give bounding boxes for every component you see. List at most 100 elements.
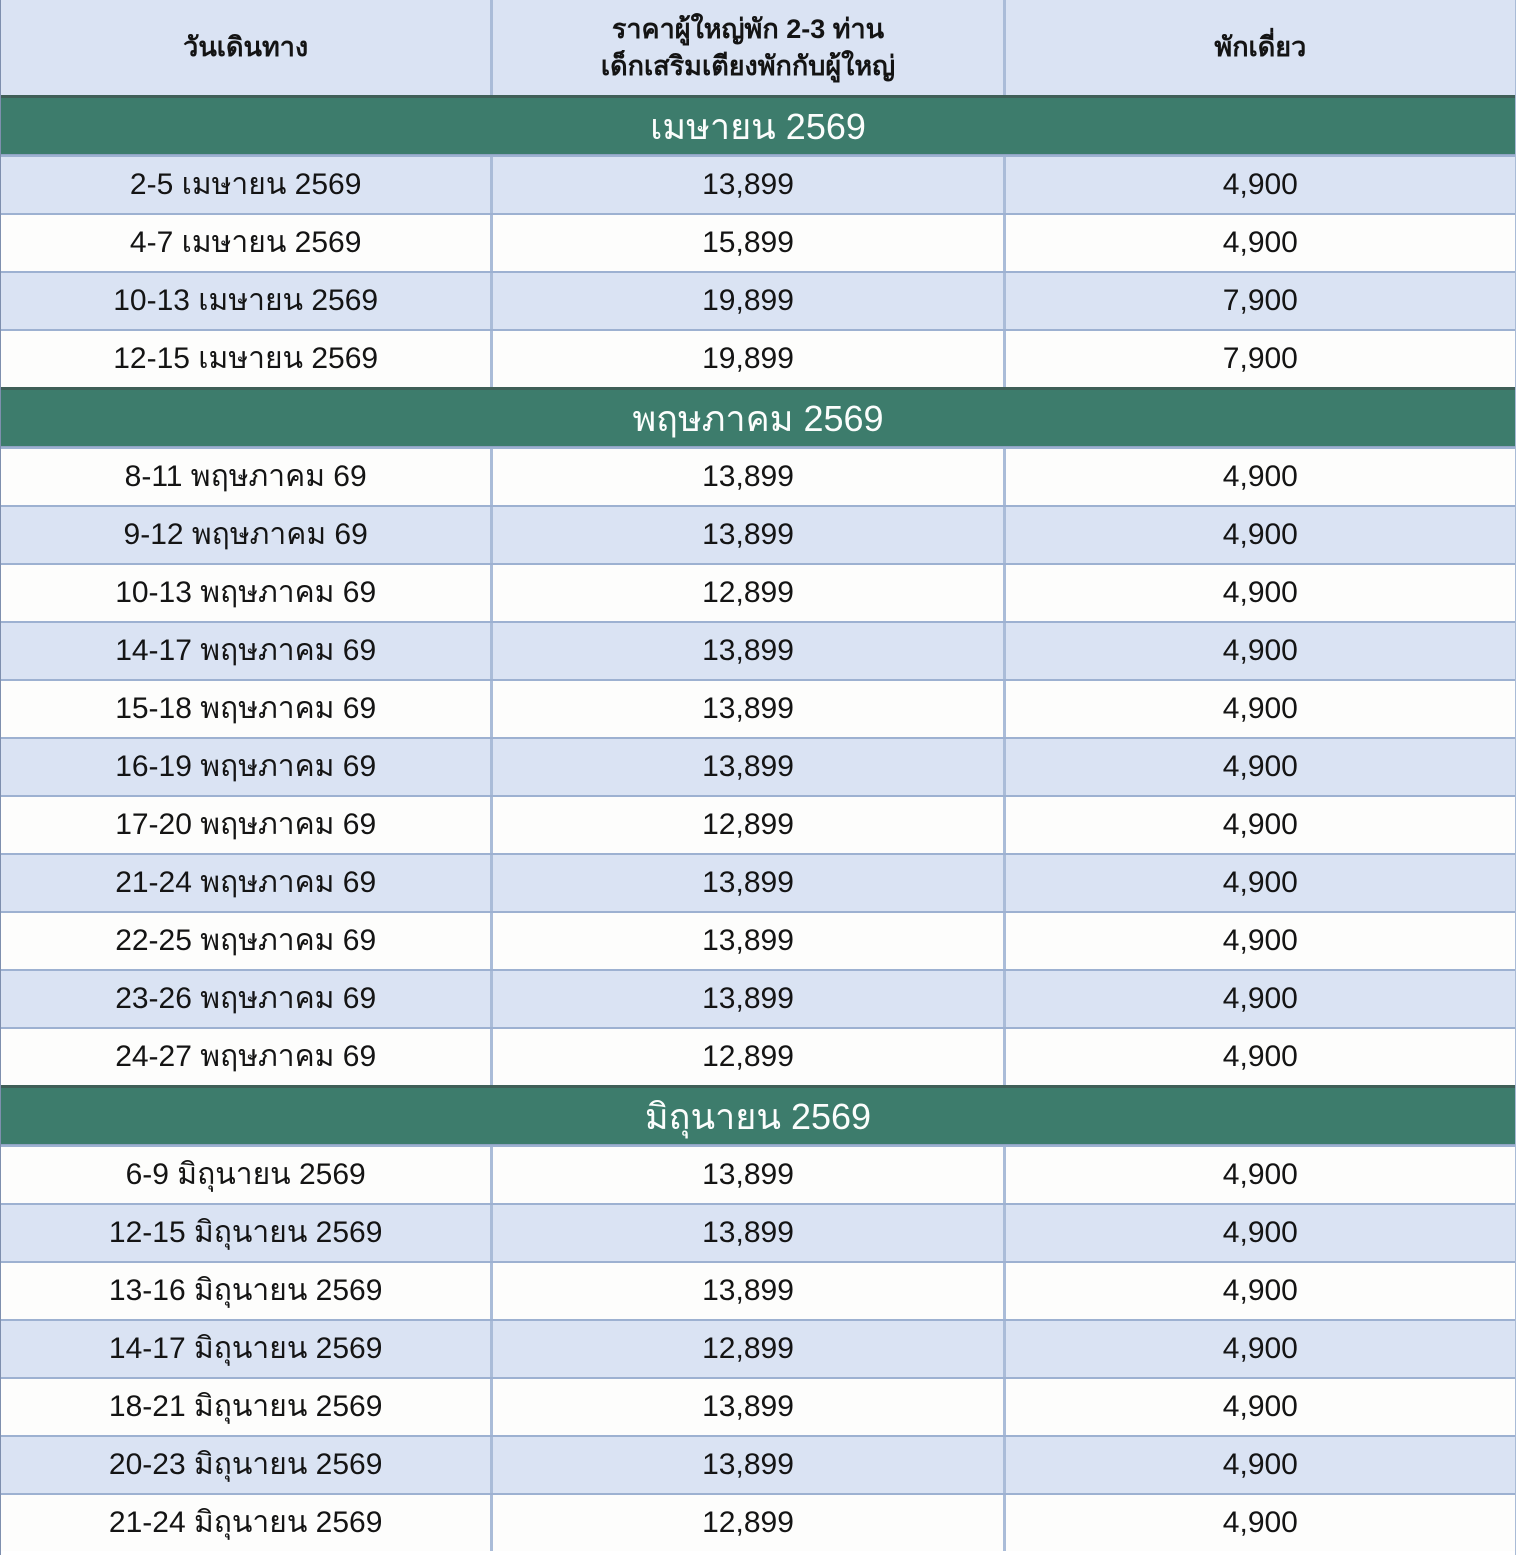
date-cell: 12-15 มิถุนายน 2569 <box>108 1216 383 1249</box>
section-header: มิถุนายน 2569 <box>1 1085 1515 1145</box>
date-cell: 9-12 พฤษภาคม 69 <box>123 518 368 551</box>
price-cell: 13,899 <box>490 971 1002 1027</box>
table-row: 21-24 มิถุนายน 2569 12,899 4,900 <box>1 1493 1515 1551</box>
single-price-cell: 4,900 <box>1002 681 1515 737</box>
table-row: 8-11 พฤษภาคม 69 13,899 4,900 <box>1 447 1515 505</box>
price-cell: 19,899 <box>490 273 1002 329</box>
single-price-cell: 4,900 <box>1002 623 1515 679</box>
single-price-cell: 4,900 <box>1002 565 1515 621</box>
price-cell: 13,899 <box>490 913 1002 969</box>
date-cell: 21-24 มิถุนายน 2569 <box>108 1506 383 1539</box>
price-cell: 13,899 <box>490 157 1002 213</box>
price-cell: 13,899 <box>490 449 1002 505</box>
single-price-cell: 4,900 <box>1002 971 1515 1027</box>
price-cell: 12,899 <box>490 797 1002 853</box>
table-row: 20-23 มิถุนายน 2569 13,899 4,900 <box>1 1435 1515 1493</box>
single-price-cell: 4,900 <box>1002 1379 1515 1435</box>
price-cell: 12,899 <box>490 1029 1002 1085</box>
price-cell: 12,899 <box>490 1495 1002 1551</box>
single-price-cell: 4,900 <box>1002 1437 1515 1493</box>
section-header: เมษายน 2569 <box>1 95 1515 155</box>
price-cell: 13,899 <box>490 623 1002 679</box>
date-cell: 10-13 เมษายน 2569 <box>113 284 379 317</box>
price-cell: 13,899 <box>490 681 1002 737</box>
date-cell: 18-21 มิถุนายน 2569 <box>108 1390 383 1423</box>
price-cell: 12,899 <box>490 1321 1002 1377</box>
single-price-cell: 4,900 <box>1002 215 1515 271</box>
date-cell: 16-19 พฤษภาคม 69 <box>115 750 377 783</box>
single-price-cell: 4,900 <box>1002 1263 1515 1319</box>
price-cell: 13,899 <box>490 1379 1002 1435</box>
single-price-cell: 4,900 <box>1002 157 1515 213</box>
section-header: พฤษภาคม 2569 <box>1 387 1515 447</box>
date-cell: 17-20 พฤษภาคม 69 <box>115 808 377 841</box>
single-price-cell: 4,900 <box>1002 913 1515 969</box>
date-cell: 23-26 พฤษภาคม 69 <box>115 982 377 1015</box>
date-cell: 15-18 พฤษภาคม 69 <box>115 692 377 725</box>
table-row: 17-20 พฤษภาคม 69 12,899 4,900 <box>1 795 1515 853</box>
table-row: 15-18 พฤษภาคม 69 13,899 4,900 <box>1 679 1515 737</box>
single-price-cell: 4,900 <box>1002 1205 1515 1261</box>
column-header-adult-price-line1: ราคาผู้ใหญ่พัก 2-3 ท่าน <box>611 14 885 45</box>
table-row: 2-5 เมษายน 2569 13,899 4,900 <box>1 155 1515 213</box>
date-cell: 2-5 เมษายน 2569 <box>129 168 362 201</box>
single-price-cell: 4,900 <box>1002 1147 1515 1203</box>
single-price-cell: 4,900 <box>1002 855 1515 911</box>
column-header-adult-price: ราคาผู้ใหญ่พัก 2-3 ท่าน เด็กเสริมเตียงพั… <box>490 0 1002 95</box>
table-row: 14-17 พฤษภาคม 69 13,899 4,900 <box>1 621 1515 679</box>
table-body: เมษายน 2569 2-5 เมษายน 2569 13,899 4,900 4-7… <box>1 95 1515 1551</box>
table-row: 23-26 พฤษภาคม 69 13,899 4,900 <box>1 969 1515 1027</box>
single-price-cell: 7,900 <box>1002 273 1515 329</box>
table-row: 4-7 เมษายน 2569 15,899 4,900 <box>1 213 1515 271</box>
price-cell: 13,899 <box>490 739 1002 795</box>
price-cell: 12,899 <box>490 565 1002 621</box>
single-price-cell: 4,900 <box>1002 739 1515 795</box>
single-price-cell: 4,900 <box>1002 507 1515 563</box>
price-cell: 13,899 <box>490 507 1002 563</box>
date-cell: 12-15 เมษายน 2569 <box>113 342 379 375</box>
date-cell: 21-24 พฤษภาคม 69 <box>115 866 377 899</box>
table-row: 6-9 มิถุนายน 2569 13,899 4,900 <box>1 1145 1515 1203</box>
table-row: 18-21 มิถุนายน 2569 13,899 4,900 <box>1 1377 1515 1435</box>
table-row: 13-16 มิถุนายน 2569 13,899 4,900 <box>1 1261 1515 1319</box>
table-row: 24-27 พฤษภาคม 69 12,899 4,900 <box>1 1027 1515 1085</box>
date-cell: 14-17 พฤษภาคม 69 <box>115 634 377 667</box>
table-row: 16-19 พฤษภาคม 69 13,899 4,900 <box>1 737 1515 795</box>
single-price-cell: 4,900 <box>1002 449 1515 505</box>
date-cell: 4-7 เมษายน 2569 <box>129 226 362 259</box>
price-cell: 13,899 <box>490 1263 1002 1319</box>
single-price-cell: 4,900 <box>1002 1029 1515 1085</box>
single-price-cell: 4,900 <box>1002 1321 1515 1377</box>
column-header-single-supplement: พักเดี่ยว <box>1002 0 1515 95</box>
single-price-cell: 4,900 <box>1002 1495 1515 1551</box>
column-header-travel-date: วันเดินทาง <box>1 0 490 95</box>
table-row: 10-13 เมษายน 2569 19,899 7,900 <box>1 271 1515 329</box>
table-row: 12-15 เมษายน 2569 19,899 7,900 <box>1 329 1515 387</box>
header-row: วันเดินทาง ราคาผู้ใหญ่พัก 2-3 ท่าน เด็กเ… <box>1 0 1515 95</box>
price-cell: 13,899 <box>490 1205 1002 1261</box>
single-price-cell: 4,900 <box>1002 797 1515 853</box>
table-row: 14-17 มิถุนายน 2569 12,899 4,900 <box>1 1319 1515 1377</box>
date-cell: 22-25 พฤษภาคม 69 <box>115 924 377 957</box>
date-cell: 20-23 มิถุนายน 2569 <box>108 1448 383 1481</box>
date-cell: 10-13 พฤษภาคม 69 <box>115 576 377 609</box>
table-row: 10-13 พฤษภาคม 69 12,899 4,900 <box>1 563 1515 621</box>
price-cell: 15,899 <box>490 215 1002 271</box>
date-cell: 8-11 พฤษภาคม 69 <box>124 460 367 493</box>
single-price-cell: 7,900 <box>1002 331 1515 387</box>
table-row: 21-24 พฤษภาคม 69 13,899 4,900 <box>1 853 1515 911</box>
date-cell: 6-9 มิถุนายน 2569 <box>125 1158 366 1191</box>
price-cell: 13,899 <box>490 1147 1002 1203</box>
column-header-single-supplement-label: พักเดี่ยว <box>1214 32 1307 63</box>
date-cell: 13-16 มิถุนายน 2569 <box>108 1274 383 1307</box>
price-cell: 13,899 <box>490 1437 1002 1493</box>
table-row: 12-15 มิถุนายน 2569 13,899 4,900 <box>1 1203 1515 1261</box>
table-row: 22-25 พฤษภาคม 69 13,899 4,900 <box>1 911 1515 969</box>
table-row: 9-12 พฤษภาคม 69 13,899 4,900 <box>1 505 1515 563</box>
column-header-travel-date-label: วันเดินทาง <box>183 32 309 63</box>
date-cell: 14-17 มิถุนายน 2569 <box>108 1332 383 1365</box>
column-header-adult-price-line2: เด็กเสริมเตียงพักกับผู้ใหญ่ <box>600 50 896 81</box>
price-cell: 13,899 <box>490 855 1002 911</box>
date-cell: 24-27 พฤษภาคม 69 <box>115 1040 377 1073</box>
